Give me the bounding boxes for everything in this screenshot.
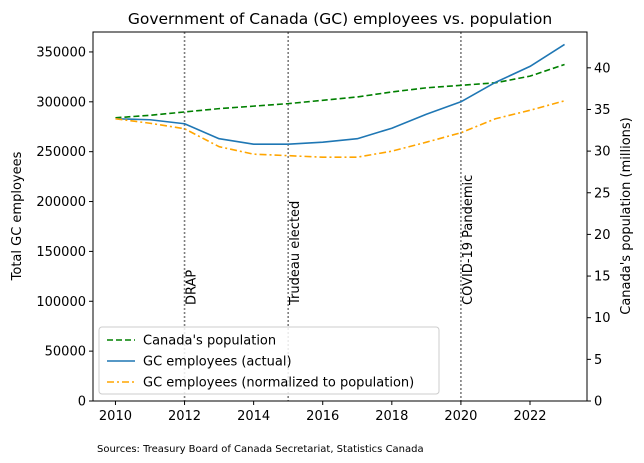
chart-title: Government of Canada (GC) employees vs. … [128,10,552,28]
x-tick-label-2: 2014 [237,409,270,424]
y-left-tick-label-7: 350000 [36,45,86,60]
y-left-tick-label-2: 100000 [36,295,86,310]
annotation-lines [183,32,462,401]
y-right-tick-label-0: 0 [594,395,602,410]
x-tick-label-5: 2020 [444,409,477,424]
y-left-tick-label-1: 50000 [45,345,86,360]
legend-label-1: GC employees (actual) [143,355,292,370]
annotation-label-2: COVID-19 Pandemic [461,175,476,305]
plot-frame [92,31,588,402]
x-tick-label-1: 2012 [168,409,201,424]
x-tick-label-0: 2010 [99,409,132,424]
series-line-0 [115,63,565,119]
y-axis-right-label: Canada's population (millions) [619,117,634,314]
legend-box [98,326,440,395]
y-right-tick-label-8: 40 [594,61,611,76]
y-right-tick-label-6: 30 [594,145,611,160]
x-tick-label-4: 2018 [375,409,408,424]
y-left-tick-label-6: 300000 [36,95,86,110]
y-left-tick-label-3: 150000 [36,245,86,260]
y-axis-right: 0 5 10 15 20 25 30 35 40 [587,61,611,410]
series-layer [115,43,565,158]
y-left-tick-label-5: 250000 [36,145,86,160]
y-right-tick-label-7: 35 [594,103,611,118]
annotation-label-0: DRAP [185,270,200,305]
x-tick-label-3: 2016 [306,409,339,424]
y-right-tick-label-1: 5 [594,353,602,368]
series-line-1 [115,43,565,145]
legend-label-2: GC employees (normalized to population) [143,376,414,391]
annotation-labels: DRAP Trudeau elected COVID-19 Pandemic [185,175,476,306]
legend-label-0: Canada's population [143,334,276,349]
y-left-tick-label-4: 200000 [36,195,86,210]
y-right-tick-label-3: 15 [594,270,611,285]
x-axis: 2010 2012 2014 2016 2018 2020 2022 [99,401,547,424]
y-right-tick-label-2: 10 [594,311,611,326]
y-axis-left-label: Total GC employees [10,151,25,281]
x-tick-label-6: 2022 [513,409,546,424]
y-right-tick-label-4: 20 [594,228,611,243]
source-note: Sources: Treasury Board of Canada Secret… [97,444,424,455]
series-line-2 [115,100,565,158]
legend: Canada's population GC employees (actual)… [98,326,440,395]
y-axis-left: 0 50000 100000 150000 200000 250000 300000 3500… [36,45,93,410]
y-right-tick-label-5: 25 [594,186,611,201]
annotation-label-1: Trudeau elected [288,201,303,306]
y-left-tick-label-0: 0 [78,395,86,410]
